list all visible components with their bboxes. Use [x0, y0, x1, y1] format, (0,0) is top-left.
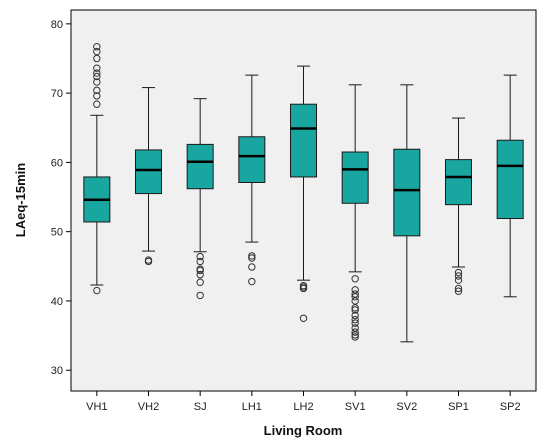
outlier-point: [93, 47, 101, 56]
x-tick-label: SP2: [500, 401, 521, 413]
outlier-point: [351, 328, 359, 336]
box-vh1: [83, 43, 111, 295]
x-tick-label: SP1: [448, 401, 469, 413]
outlier-point: [196, 252, 204, 261]
outlier-point: [299, 314, 308, 322]
x-tick-label: SJ: [194, 401, 207, 413]
box-lh1: [238, 74, 266, 286]
x-tick-label: SV2: [396, 401, 417, 413]
y-tick-label: 60: [51, 157, 63, 169]
outlier-point: [93, 86, 101, 95]
outlier-point: [248, 252, 256, 260]
outlier-point: [351, 286, 359, 294]
outlier-point: [93, 64, 101, 72]
box-sp1: [445, 117, 472, 295]
outlier-point: [351, 324, 359, 332]
outlier-point: [351, 275, 359, 283]
outlier-point: [351, 331, 359, 339]
outlier-point: [93, 54, 101, 63]
outlier-point: [351, 304, 359, 312]
y-axis: 30 40 50 60 70 80: [51, 19, 71, 377]
boxes-group: [83, 43, 524, 343]
outlier-point: [93, 43, 101, 51]
outlier-point: [196, 291, 204, 300]
iqr-box: [238, 136, 266, 183]
x-axis-title: Living Room: [264, 423, 343, 438]
y-tick-label: 80: [51, 19, 63, 31]
box-sj: [186, 98, 214, 300]
outlier-point: [351, 333, 359, 341]
outlier-point: [93, 92, 101, 100]
outlier-point: [93, 100, 101, 108]
x-tick-label: LH2: [293, 401, 313, 413]
outlier-point: [93, 286, 101, 295]
outlier-point: [454, 268, 463, 277]
x-axis: VH1 VH2 SJ LH1 LH2 SV1 SV2 SP1 SP2: [86, 391, 521, 413]
box-vh2: [135, 87, 162, 266]
outlier-point: [93, 78, 101, 86]
outlier-point: [196, 265, 204, 273]
outlier-point: [248, 277, 256, 286]
outlier-point: [351, 293, 359, 301]
outlier-point: [351, 315, 359, 324]
outlier-point: [299, 282, 308, 290]
iqr-box: [393, 148, 421, 237]
y-tick-label: 30: [51, 365, 63, 377]
outlier-point: [454, 284, 463, 293]
outlier-point: [144, 256, 153, 264]
outlier-point: [351, 306, 359, 314]
iqr-box: [290, 103, 317, 178]
y-tick-label: 70: [51, 88, 63, 100]
outlier-point: [351, 297, 359, 305]
y-tick-label: 50: [51, 227, 63, 239]
iqr-box: [496, 139, 524, 220]
outlier-point: [93, 69, 101, 77]
outlier-point: [351, 290, 359, 298]
iqr-box: [341, 151, 369, 204]
outlier-point: [196, 270, 204, 279]
box-sp2: [496, 74, 524, 298]
outlier-point: [248, 263, 256, 271]
iqr-box: [135, 149, 162, 195]
outlier-point: [248, 254, 256, 262]
x-tick-label: VH1: [86, 401, 107, 413]
y-axis-title: LAeq-15min: [13, 163, 28, 237]
iqr-box: [445, 159, 472, 206]
x-tick-label: VH2: [138, 401, 159, 413]
outlier-point: [454, 276, 463, 284]
iqr-box: [186, 143, 214, 190]
outlier-point: [93, 72, 101, 81]
outlier-point: [454, 272, 463, 280]
box-lh2: [290, 65, 317, 322]
y-tick-label: 40: [51, 296, 63, 308]
outlier-point: [351, 311, 359, 320]
box-sv2: [393, 84, 421, 343]
x-tick-label: SV1: [345, 401, 366, 413]
box-sv1: [341, 84, 369, 341]
outlier-point: [196, 257, 204, 266]
outlier-point: [454, 287, 463, 295]
x-tick-label: LH1: [242, 401, 262, 413]
outlier-point: [196, 278, 204, 286]
outlier-point: [351, 319, 359, 327]
